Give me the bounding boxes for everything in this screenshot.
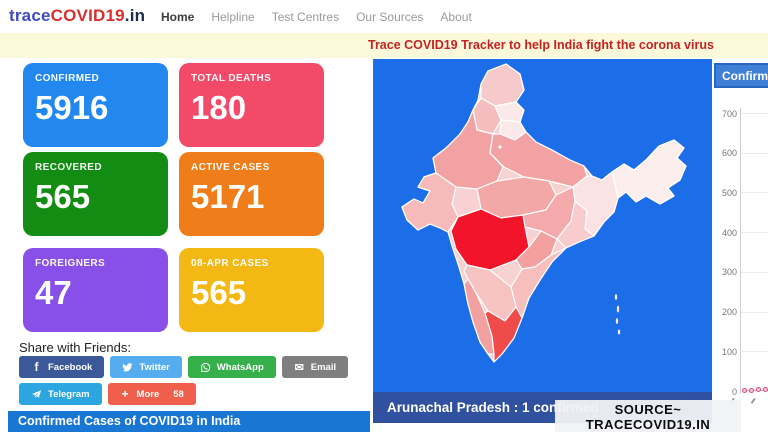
share-telegram-button[interactable]: Telegram — [19, 383, 102, 405]
map-state[interactable] — [556, 200, 595, 249]
share-twitter-button[interactable]: Twitter — [110, 356, 182, 378]
share-button-label: Facebook — [48, 361, 93, 373]
nav-item-our-sources[interactable]: Our Sources — [356, 10, 424, 24]
chart-data-point[interactable] — [748, 388, 754, 394]
stat-card-confirmed: CONFIRMED 5916 — [23, 63, 168, 147]
stat-card-foreigners: FOREIGNERS 47 — [23, 248, 168, 332]
share-more-button[interactable]: + More 58 — [107, 383, 196, 405]
main-nav: Home Helpline Test Centres Our Sources A… — [161, 10, 472, 24]
stat-label: FOREIGNERS — [35, 258, 106, 269]
chart-gridline — [741, 152, 768, 154]
site-logo[interactable]: traceCOVID19.in — [9, 6, 145, 26]
chart-tab-confirmed[interactable]: Confirmed — [714, 63, 768, 88]
share-button-label: Email — [310, 361, 337, 373]
nav-item-home[interactable]: Home — [161, 10, 195, 24]
table-header-bar: Confirmed Cases of COVID19 in India — [8, 411, 370, 432]
nav-item-about[interactable]: About — [440, 10, 472, 24]
map-status-text: Arunachal Pradesh : 1 confirmed — [387, 400, 599, 415]
stat-value: 180 — [191, 89, 247, 126]
chart-gridline — [741, 113, 768, 114]
chart-y-tick-label: 0 — [731, 386, 737, 397]
share-button-label: Twitter — [139, 361, 170, 373]
facebook-icon: f — [34, 360, 39, 374]
stat-label: ACTIVE CASES — [191, 162, 270, 173]
map-islands — [614, 294, 621, 335]
share-buttons-row1: f Facebook Twitter WhatsApp ✉ Email — [19, 356, 349, 378]
share-whatsapp-button[interactable]: WhatsApp — [187, 356, 276, 378]
share-email-button[interactable]: ✉ Email — [281, 356, 349, 378]
india-choropleth-map — [401, 63, 687, 363]
telegram-icon — [31, 389, 42, 400]
chart-y-tick-label: 500 — [721, 187, 737, 198]
stat-value: 5916 — [35, 89, 109, 126]
chart-gridline — [741, 192, 768, 194]
chart-gridline — [741, 232, 768, 234]
announcement-banner: Trace COVID19 Tracker to help India figh… — [0, 33, 768, 58]
watermark-line1: SOURCE~ — [614, 402, 682, 417]
stat-card-active-cases: ACTIVE CASES 5171 — [179, 152, 324, 236]
table-header-text: Confirmed Cases of COVID19 in India — [18, 414, 241, 428]
share-title: Share with Friends: — [19, 340, 131, 355]
chart-y-tick-label: 200 — [721, 307, 737, 318]
twitter-icon — [122, 362, 133, 373]
chart-gridline — [741, 351, 768, 353]
stat-value: 47 — [35, 274, 72, 311]
map-state[interactable] — [484, 306, 523, 363]
map-state[interactable] — [611, 139, 687, 205]
share-button-label: WhatsApp — [216, 361, 264, 373]
header: traceCOVID19.in Home Helpline Test Centr… — [0, 0, 768, 33]
email-icon: ✉ — [294, 361, 304, 374]
india-map-panel: Arunachal Pradesh : 1 confirmed — [373, 59, 712, 423]
nav-item-helpline[interactable]: Helpline — [211, 10, 255, 24]
chart-gridline — [741, 271, 768, 273]
watermark-line2: TRACECOVID19.IN — [585, 417, 711, 432]
chart-y-axis — [740, 108, 741, 394]
stat-value: 5171 — [191, 178, 265, 215]
share-button-label: More — [136, 388, 160, 400]
share-facebook-button[interactable]: f Facebook — [19, 356, 105, 378]
stat-label: RECOVERED — [35, 162, 102, 173]
whatsapp-icon — [200, 362, 211, 373]
share-buttons-row2: Telegram + More 58 — [19, 383, 196, 405]
stat-label: 08-APR CASES — [191, 258, 269, 269]
chart-series-line — [742, 390, 768, 391]
chart-data-point[interactable] — [741, 388, 747, 394]
map-state[interactable] — [401, 172, 459, 233]
stat-label: TOTAL DEATHS — [191, 73, 272, 84]
stat-label: CONFIRMED — [35, 73, 100, 84]
share-more-count: 58 — [173, 388, 184, 400]
stat-value: 565 — [35, 178, 91, 215]
stat-value: 565 — [191, 274, 247, 311]
map-state[interactable] — [489, 131, 588, 188]
logo-part-in: .in — [124, 6, 146, 25]
source-watermark: SOURCE~ TRACECOVID19.IN — [555, 400, 741, 432]
logo-part-covid19: COVID19 — [50, 6, 125, 25]
map-state[interactable] — [480, 63, 525, 107]
map-city-dot — [498, 145, 502, 149]
share-button-label: Telegram — [48, 388, 90, 400]
banner-text: Trace COVID19 Tracker to help India figh… — [368, 38, 714, 52]
chart-y-tick-label: 400 — [721, 227, 737, 238]
chart-y-tick-label: 700 — [721, 108, 737, 119]
chart-data-point[interactable] — [762, 386, 768, 392]
plus-icon: + — [121, 387, 129, 401]
chart-y-tick-label: 300 — [721, 267, 737, 278]
stat-card-recovered: RECOVERED 565 — [23, 152, 168, 236]
stat-card-08-apr-cases: 08-APR CASES 565 — [179, 248, 324, 332]
nav-item-test-centres[interactable]: Test Centres — [271, 10, 340, 24]
stat-card-total-deaths: TOTAL DEATHS 180 — [179, 63, 324, 147]
chart-gridline — [741, 311, 768, 313]
logo-part-trace: trace — [9, 6, 51, 25]
chart-y-tick-label: 100 — [721, 346, 737, 357]
chart-data-point[interactable] — [755, 387, 761, 393]
chart-y-tick-label: 600 — [721, 148, 737, 159]
